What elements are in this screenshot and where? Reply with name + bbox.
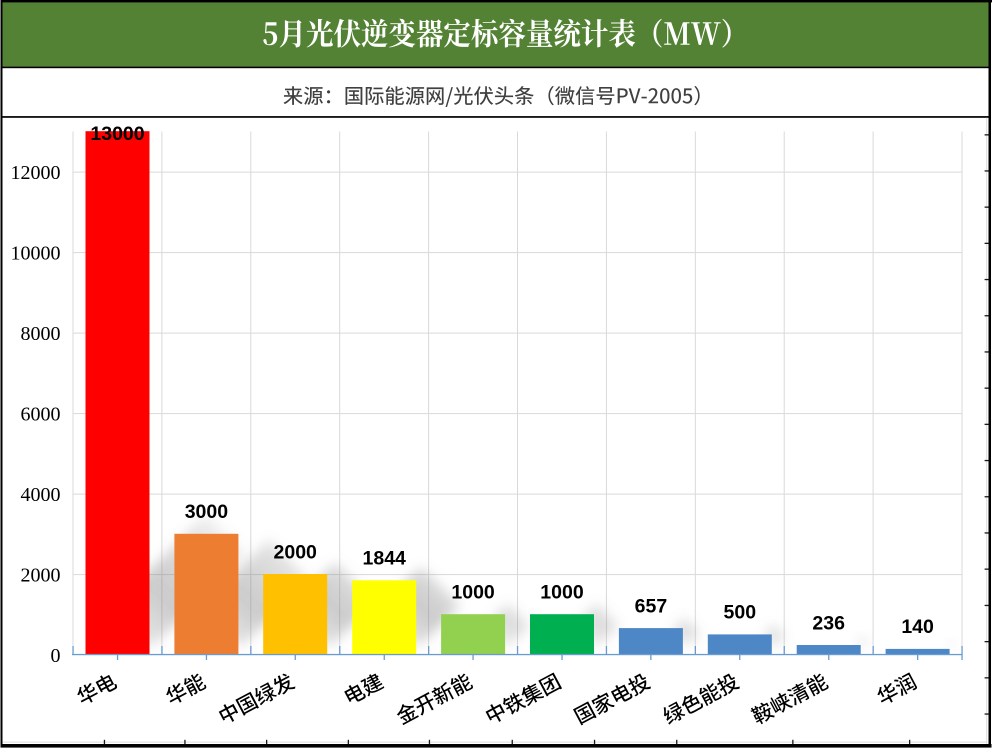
svg-text:13000: 13000 (90, 123, 144, 145)
svg-text:1844: 1844 (363, 548, 407, 570)
svg-text:236: 236 (812, 612, 845, 634)
svg-text:3000: 3000 (185, 501, 229, 523)
svg-text:1000: 1000 (451, 582, 495, 604)
svg-text:12000: 12000 (11, 162, 61, 184)
svg-text:2000: 2000 (21, 565, 61, 587)
svg-text:1000: 1000 (540, 582, 584, 604)
svg-text:2000: 2000 (274, 541, 318, 563)
svg-text:0: 0 (51, 645, 61, 667)
svg-text:10000: 10000 (11, 243, 61, 265)
svg-text:6000: 6000 (21, 404, 61, 426)
svg-text:8000: 8000 (21, 323, 61, 345)
svg-text:140: 140 (901, 616, 934, 638)
svg-text:4000: 4000 (21, 484, 61, 506)
svg-text:500: 500 (724, 602, 757, 624)
svg-text:657: 657 (635, 595, 668, 617)
